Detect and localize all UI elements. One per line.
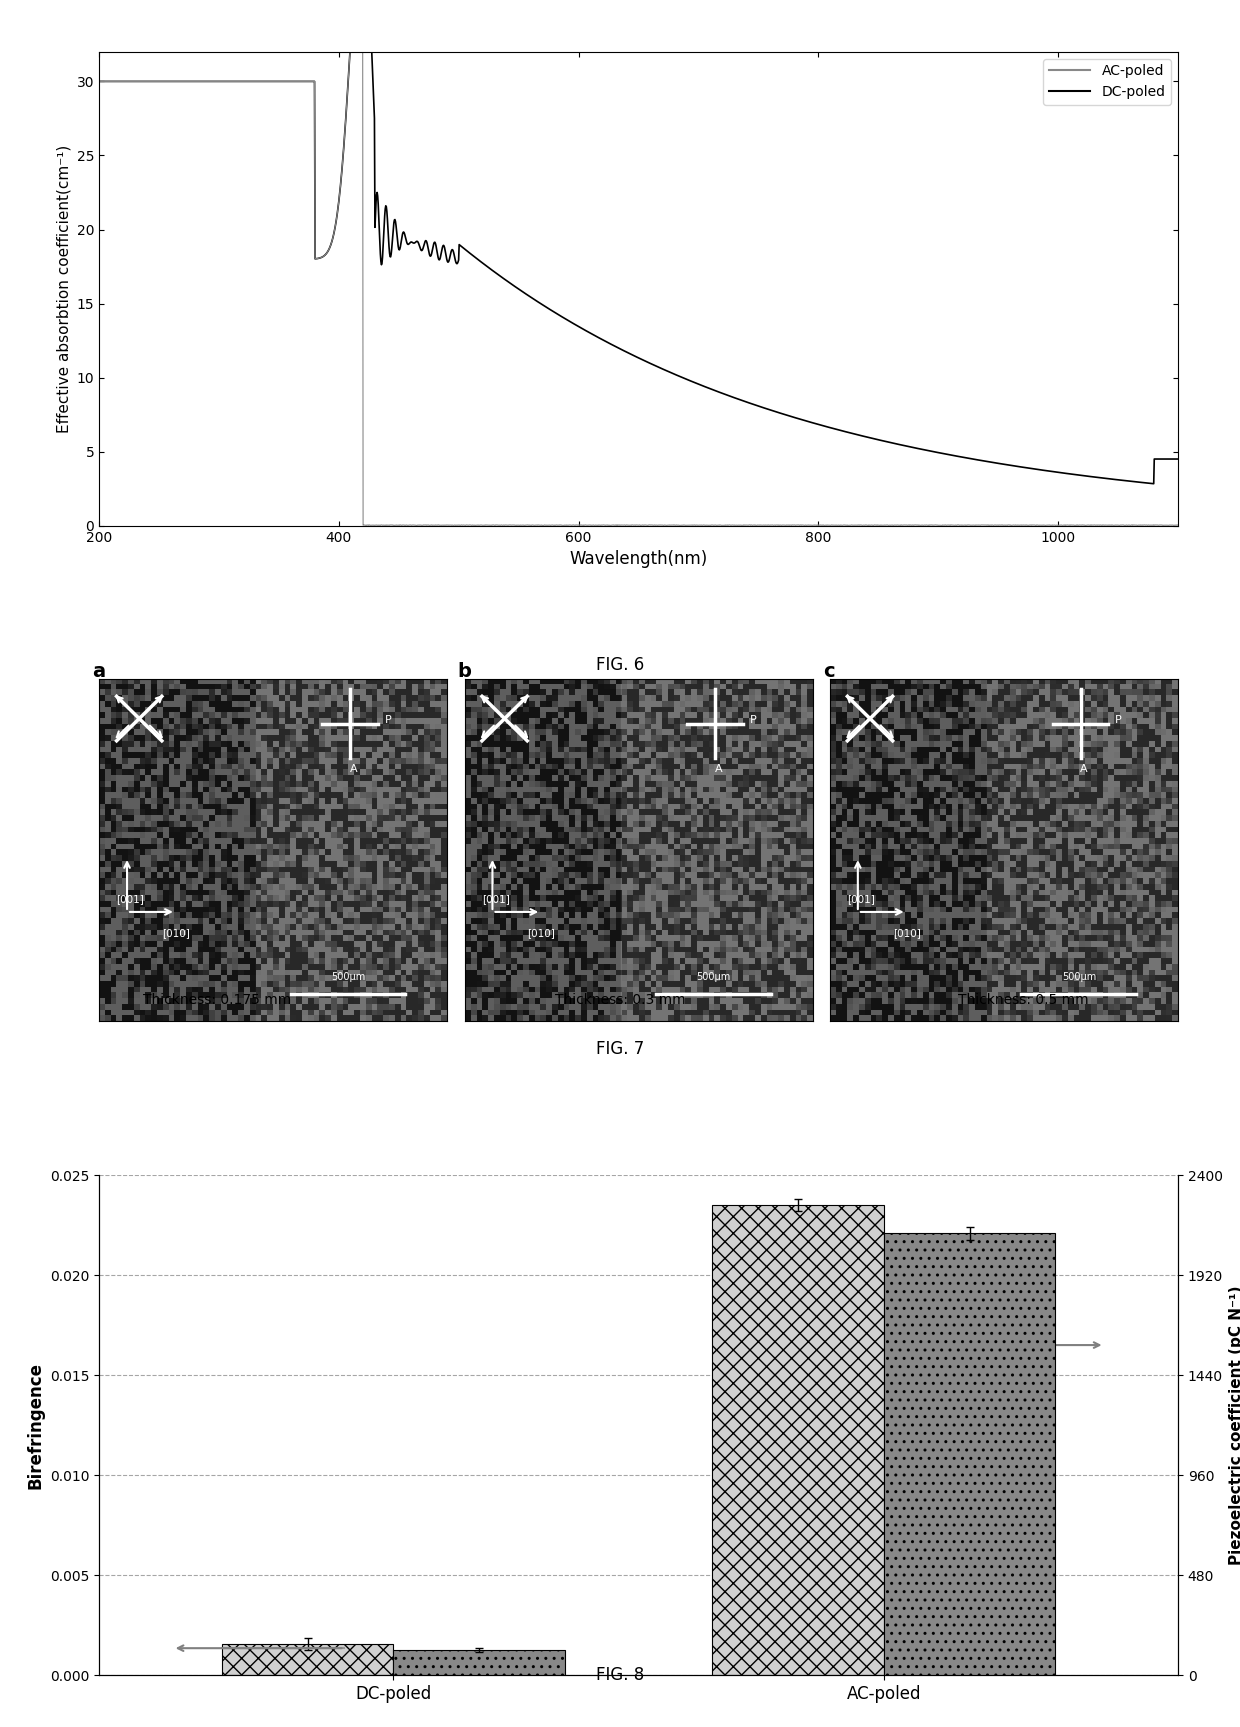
- Line: AC-poled: AC-poled: [99, 0, 1178, 525]
- Bar: [712, 1205, 884, 1675]
- Text: P: P: [750, 715, 756, 725]
- Text: P: P: [384, 715, 392, 725]
- AC-poled: [92, 71, 107, 92]
- Y-axis label: Birefringence: Birefringence: [26, 1361, 45, 1489]
- DC-poled: [1171, 449, 1185, 470]
- AC-poled: [616, 515, 631, 535]
- Text: FIG. 8: FIG. 8: [596, 1667, 644, 1684]
- Y-axis label: Effective absorbtion coefficient(cm⁻¹): Effective absorbtion coefficient(cm⁻¹): [56, 145, 71, 433]
- AC-poled: [146, 71, 161, 92]
- Bar: [465, 679, 621, 1021]
- DC-poled: [92, 71, 107, 92]
- AC-poled: [1141, 515, 1156, 535]
- Y-axis label: Piezoelectric coefficient (pC N⁻¹): Piezoelectric coefficient (pC N⁻¹): [1229, 1285, 1240, 1565]
- Text: FIG. 7: FIG. 7: [596, 1040, 644, 1057]
- Text: [001]: [001]: [847, 893, 875, 903]
- Text: Thickness: 0.175 mm: Thickness: 0.175 mm: [143, 993, 291, 1007]
- X-axis label: Wavelength(nm): Wavelength(nm): [569, 551, 708, 568]
- Text: 500μm: 500μm: [1061, 972, 1096, 983]
- Text: [001]: [001]: [117, 893, 145, 903]
- DC-poled: [146, 71, 161, 92]
- Text: Thickness: 0.3 mm: Thickness: 0.3 mm: [554, 993, 686, 1007]
- Text: FIG. 6: FIG. 6: [596, 656, 644, 674]
- Text: c: c: [823, 661, 835, 680]
- Text: 500μm: 500μm: [697, 972, 730, 983]
- Text: A: A: [350, 763, 357, 774]
- AC-poled: [1140, 515, 1154, 535]
- Bar: [621, 679, 812, 1021]
- Bar: [222, 1644, 393, 1675]
- Text: 500μm: 500μm: [331, 972, 365, 983]
- Legend: AC-poled, DC-poled: AC-poled, DC-poled: [1043, 59, 1171, 105]
- Text: b: b: [458, 661, 471, 680]
- Bar: [393, 1651, 565, 1675]
- DC-poled: [941, 444, 956, 465]
- DC-poled: [616, 340, 631, 361]
- AC-poled: [1171, 515, 1185, 535]
- DC-poled: [1140, 473, 1154, 494]
- AC-poled: [942, 515, 957, 535]
- DC-poled: [588, 326, 603, 347]
- Bar: [884, 1233, 1055, 1675]
- Text: P: P: [1115, 715, 1122, 725]
- Text: [010]: [010]: [527, 927, 556, 938]
- Text: A: A: [1080, 763, 1087, 774]
- Text: [001]: [001]: [482, 893, 510, 903]
- Text: [010]: [010]: [162, 927, 190, 938]
- AC-poled: [588, 515, 603, 535]
- DC-poled: [1146, 473, 1161, 494]
- Bar: [99, 679, 255, 1021]
- Bar: [830, 679, 987, 1021]
- Text: A: A: [714, 763, 723, 774]
- Text: [010]: [010]: [893, 927, 920, 938]
- DC-poled: [1140, 473, 1154, 494]
- AC-poled: [799, 515, 813, 535]
- Text: a: a: [92, 661, 105, 680]
- Bar: [255, 679, 448, 1021]
- Bar: [987, 679, 1178, 1021]
- Text: Thickness: 0.5 mm: Thickness: 0.5 mm: [957, 993, 1089, 1007]
- Line: DC-poled: DC-poled: [99, 0, 1178, 484]
